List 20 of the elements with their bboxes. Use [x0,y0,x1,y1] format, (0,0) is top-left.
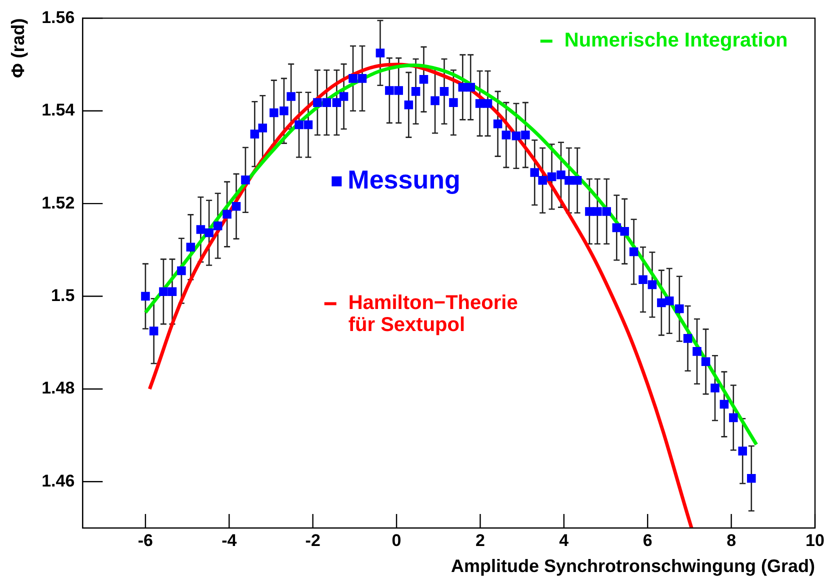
x-tick-label: 2 [475,530,485,550]
x-axis-title: Amplitude Synchrotronschwingung (Grad) [451,556,816,576]
x-tick-label: -4 [222,530,238,550]
y-tick-label: 1.56 [42,8,75,27]
y-tick-label: 1.46 [42,471,75,490]
x-tick-label: 0 [392,530,402,550]
y-axis-title: Φ (rad) [8,18,28,78]
y-tick-label: 1.5 [51,286,75,305]
x-tick-label: -2 [305,530,320,550]
x-tick-label: 6 [642,530,652,550]
legend-label: Numerische Integration [564,30,788,52]
y-tick-label: 1.52 [42,193,75,212]
y-tick-label: 1.54 [42,100,76,120]
x-tick-label: 8 [726,530,736,550]
x-tick-label: 10 [806,530,824,550]
x-tick-label: 4 [559,530,570,550]
x-tick-label: -6 [138,530,154,550]
y-tick-label: 1.48 [42,378,75,398]
legend-label: Messung [348,164,460,195]
legend-label: Hamilton−Theorie für Sextupol [348,292,518,336]
